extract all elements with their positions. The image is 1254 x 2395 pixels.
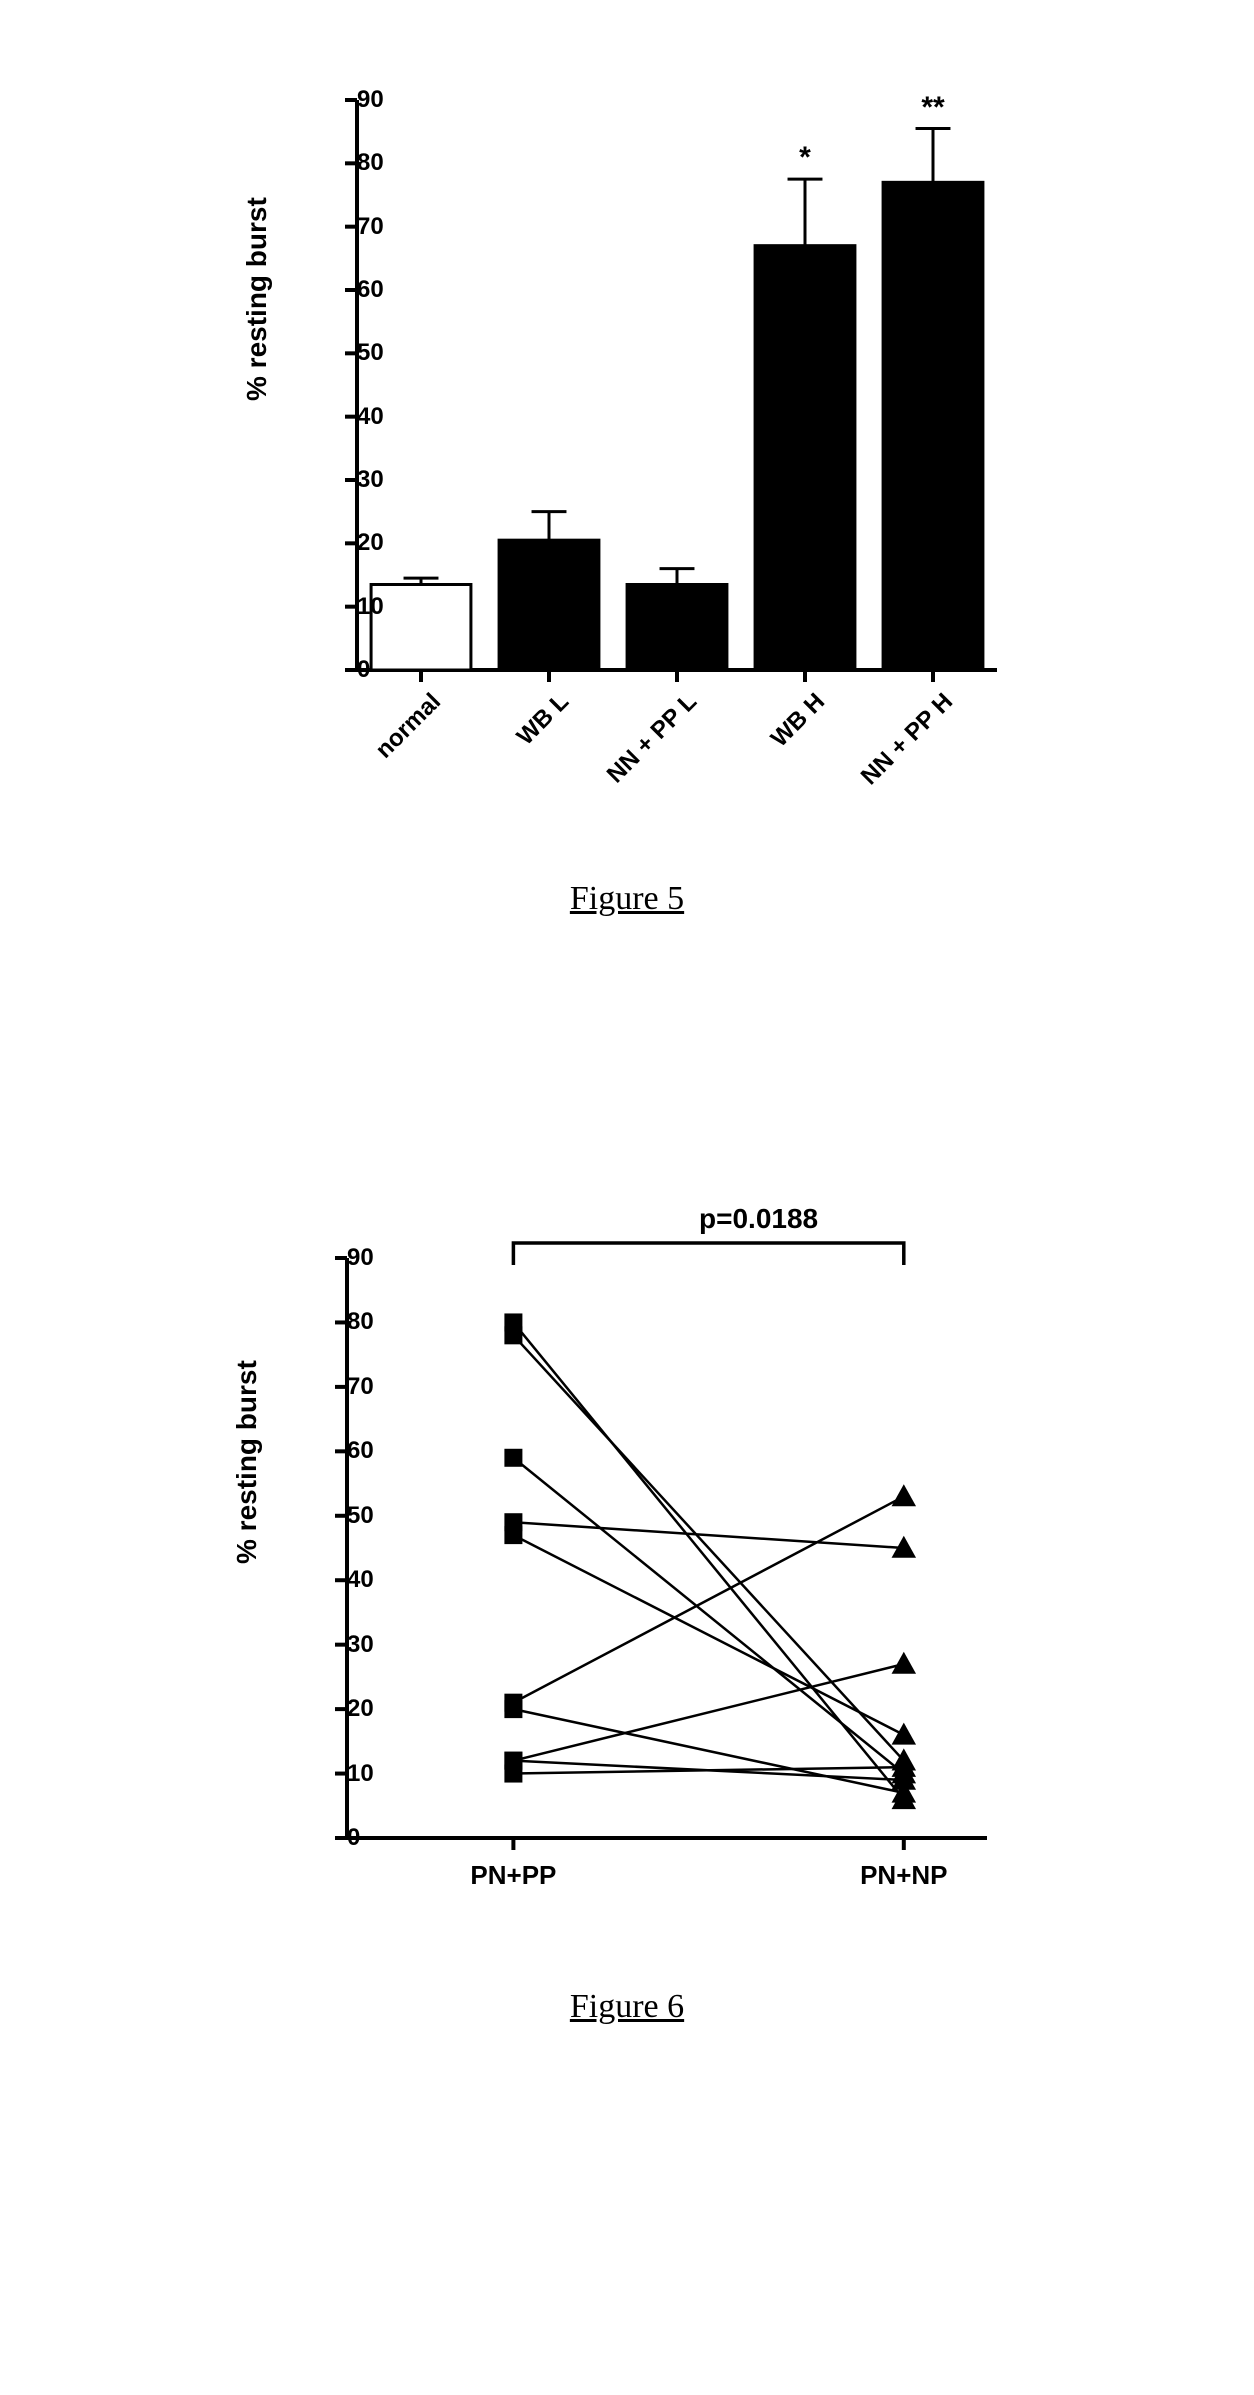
y-tick-label: 80 (357, 149, 373, 177)
pair-line (513, 1767, 903, 1773)
y-tick-label: 90 (357, 86, 373, 114)
y-tick-label: 50 (347, 1502, 363, 1530)
pair-line (513, 1335, 903, 1760)
y-tick-label: 80 (347, 1308, 363, 1336)
bar (883, 182, 983, 670)
x-tick-label: PN+NP (804, 1860, 1004, 1891)
y-tick-label: 30 (347, 1631, 363, 1659)
y-tick-label: 70 (357, 213, 373, 241)
pair-line (513, 1535, 903, 1735)
figure-5-chart: % resting burst0102030405060708090normal… (237, 40, 1017, 850)
bar (627, 585, 727, 671)
pair-line (513, 1496, 903, 1702)
triangle-marker (892, 1652, 916, 1674)
y-tick-label: 40 (357, 403, 373, 431)
x-tick-label: PN+PP (413, 1860, 613, 1891)
triangle-marker (892, 1723, 916, 1745)
square-marker (504, 1700, 522, 1718)
y-tick-label: 20 (357, 529, 373, 557)
pair-line (513, 1322, 903, 1799)
square-marker (504, 1765, 522, 1783)
bar (499, 540, 599, 670)
y-tick-label: 20 (347, 1695, 363, 1723)
triangle-marker (892, 1484, 916, 1506)
bar (371, 585, 471, 671)
significance-annotation: * (775, 141, 835, 175)
pair-line (513, 1709, 903, 1793)
y-tick-label: 0 (357, 656, 373, 684)
y-tick-label: 10 (357, 593, 373, 621)
square-marker (504, 1526, 522, 1544)
y-tick-label: 50 (357, 339, 373, 367)
square-marker (504, 1326, 522, 1344)
y-tick-label: 40 (347, 1566, 363, 1594)
y-tick-label: 60 (347, 1437, 363, 1465)
figure-6-chart: % resting burst0102030405060708090PN+PPP… (227, 1178, 1027, 1928)
pair-line (513, 1664, 903, 1761)
significance-annotation: ** (903, 91, 963, 125)
figure-5-caption: Figure 5 (77, 880, 1177, 918)
y-tick-label: 60 (357, 276, 373, 304)
pair-line (513, 1458, 903, 1774)
y-tick-label: 0 (347, 1824, 363, 1852)
y-tick-label: 30 (357, 466, 373, 494)
figure-6-caption: Figure 6 (77, 1988, 1177, 2026)
figure-6-svg (227, 1178, 1027, 1928)
square-marker (504, 1449, 522, 1467)
y-tick-label: 10 (347, 1760, 363, 1788)
y-tick-label: 90 (347, 1244, 363, 1272)
y-tick-label: 70 (347, 1373, 363, 1401)
p-value-label: p=0.0188 (609, 1203, 909, 1235)
bar (755, 246, 855, 670)
